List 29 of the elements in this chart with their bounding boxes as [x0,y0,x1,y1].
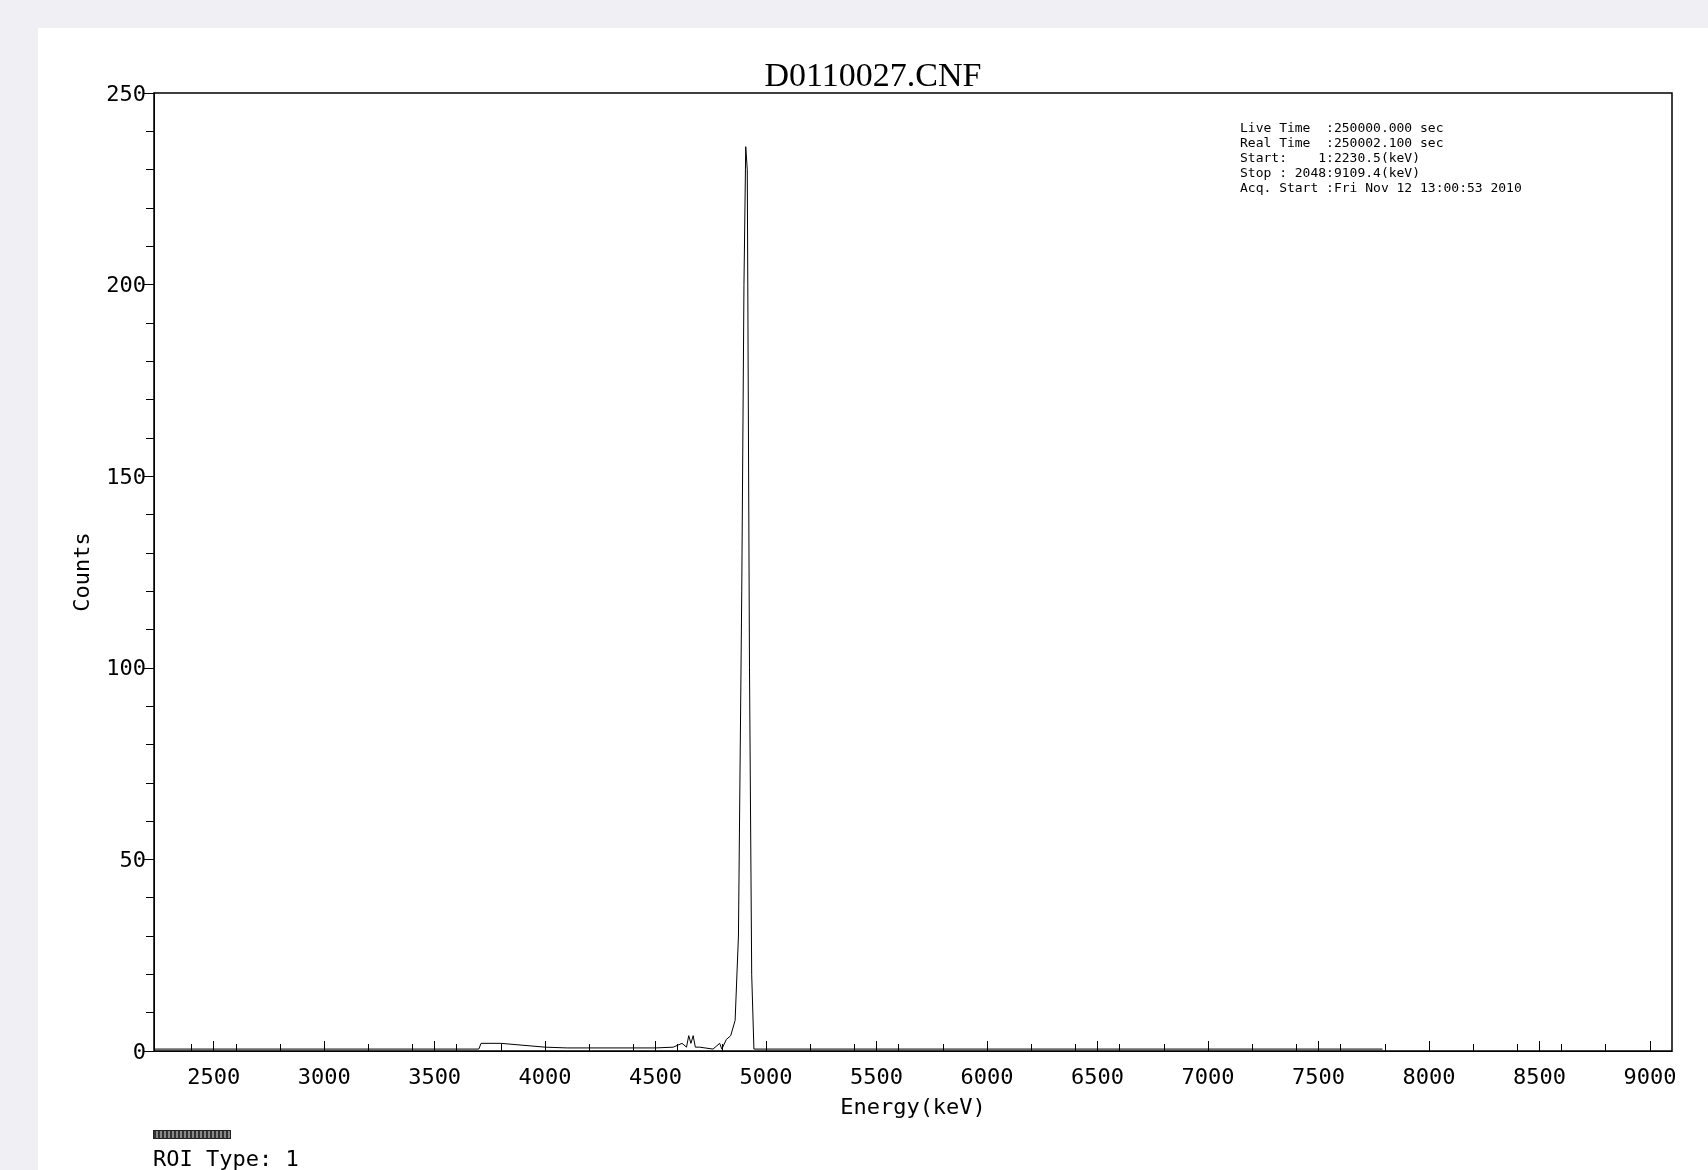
x-tick-label: 4000 [518,1063,572,1089]
x-tick-label: 3000 [297,1063,351,1089]
x-tick-label: 8000 [1402,1063,1456,1089]
text: ROI Type: 1 [153,1146,299,1170]
y-tick-label: 100 [106,655,146,681]
y-tick-label: 50 [119,846,146,872]
y-axis-title: Counts [68,532,94,612]
annotation: Stop : 2048:9109.4(keV) [1240,165,1421,180]
x-tick-label: 2500 [187,1063,241,1089]
x-axis-title: Energy(keV) [840,1093,986,1119]
x-tick-label: 5000 [739,1063,793,1089]
x-tick-label: 3500 [408,1063,462,1089]
y-tick-label: 0 [132,1038,146,1064]
annotation: Start: 1:2230.5(keV) [1240,150,1421,165]
annotation: Acq. Start :Fri Nov 12 13:00:53 2010 [1240,180,1522,195]
annotation: Real Time :250002.100 sec [1240,135,1444,150]
x-tick-label: 7500 [1291,1063,1345,1089]
y-tick-label: 150 [106,463,146,489]
chart-title: D0110027.CNF [764,55,982,93]
x-tick-label: 5500 [850,1063,904,1089]
x-tick-label: 9000 [1623,1063,1677,1089]
x-tick-label: 4500 [629,1063,683,1089]
x-tick-label: 6500 [1071,1063,1124,1089]
x-tick-label: 8500 [1512,1063,1566,1089]
y-tick-label: 200 [106,272,146,298]
y-tick-label: 250 [106,80,146,106]
annotation: Live Time :250000.000 sec [1240,120,1444,135]
x-tick-label: 6000 [960,1063,1014,1089]
x-tick-label: 7000 [1181,1063,1235,1089]
